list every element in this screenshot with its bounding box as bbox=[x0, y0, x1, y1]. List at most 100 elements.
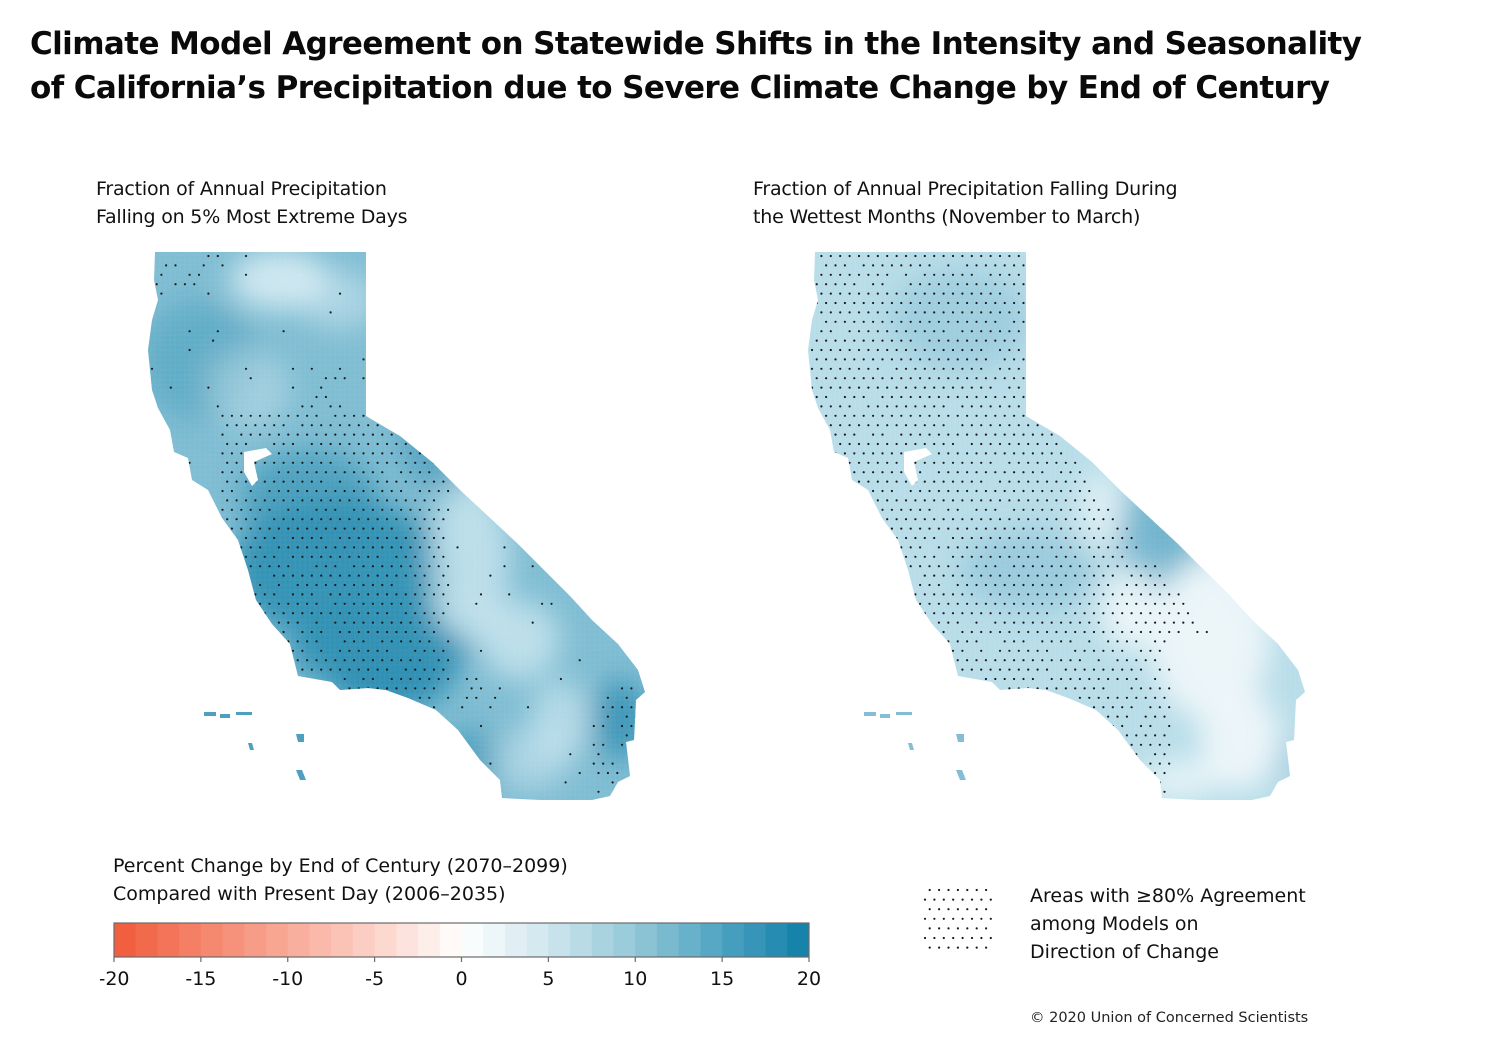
low-change-region bbox=[1100, 570, 1160, 650]
colorbar-segment bbox=[548, 923, 571, 957]
stipple-dot bbox=[933, 917, 936, 920]
low-change-region bbox=[210, 350, 290, 430]
stipple-dot bbox=[966, 927, 969, 930]
stipple-dot bbox=[947, 946, 950, 949]
stipple-dot bbox=[923, 898, 927, 901]
stipple-dot bbox=[942, 917, 945, 920]
stipple-dot bbox=[975, 946, 978, 949]
stipple-dot bbox=[975, 908, 978, 911]
stipple-dot bbox=[961, 898, 964, 901]
stipple-dot bbox=[928, 888, 931, 892]
right-panel-title-line-2: the Wettest Months (November to March) bbox=[753, 206, 1141, 228]
stipple-dot bbox=[970, 898, 974, 901]
stipple-dot bbox=[947, 888, 950, 892]
right-panel-title: Fraction of Annual Precipitation Falling… bbox=[753, 175, 1178, 231]
stipple-dot bbox=[938, 888, 941, 892]
colorbar-segment bbox=[331, 923, 354, 957]
stipple-dot bbox=[923, 917, 927, 920]
stipple-dot bbox=[970, 936, 974, 940]
colorbar-tick-label: 5 bbox=[542, 968, 554, 990]
colorbar-segment bbox=[114, 923, 137, 957]
bay-cutout bbox=[904, 448, 932, 486]
colorbar-tick-label: -5 bbox=[365, 968, 384, 990]
stipple-dot bbox=[938, 927, 941, 930]
colorbar-segment bbox=[309, 923, 332, 957]
colorbar-segment bbox=[135, 923, 158, 957]
stipple-dot bbox=[956, 908, 959, 911]
stipple-legend-line-1: Areas with ≥80% Agreement bbox=[1030, 885, 1306, 907]
channel-island bbox=[236, 712, 252, 715]
colorbar-segment bbox=[678, 923, 701, 957]
colorbar-tick-label: 20 bbox=[797, 968, 821, 990]
colorbar-tick-label: 0 bbox=[455, 968, 467, 990]
colorbar-segment bbox=[743, 923, 767, 957]
chart-title: Climate Model Agreement on Statewide Shi… bbox=[30, 22, 1480, 110]
high-change-region bbox=[240, 450, 380, 550]
colorbar-segment bbox=[222, 923, 245, 957]
stipple-dot bbox=[947, 908, 950, 911]
low-change-region bbox=[430, 480, 510, 640]
low-change-region bbox=[1200, 690, 1280, 790]
stipple-dot bbox=[938, 946, 941, 949]
colorbar-segment bbox=[483, 923, 506, 957]
colorbar-segment bbox=[722, 923, 745, 957]
channel-island bbox=[220, 714, 230, 718]
stipple-dot bbox=[989, 936, 992, 940]
stipple-dot bbox=[956, 946, 959, 949]
channel-island bbox=[296, 770, 306, 780]
stipple-legend-swatch bbox=[923, 888, 992, 949]
colorbar-segment bbox=[635, 923, 658, 957]
colorbar-segment bbox=[765, 923, 788, 957]
colorbar-segment bbox=[396, 923, 419, 957]
stipple-dot bbox=[980, 898, 983, 901]
colorbar-segment bbox=[352, 923, 376, 957]
high-change-region bbox=[960, 530, 1100, 610]
colorbar-segment bbox=[570, 923, 593, 957]
stipple-dot bbox=[989, 917, 992, 920]
stipple-dot bbox=[928, 946, 931, 949]
right-panel-title-line-1: Fraction of Annual Precipitation Falling… bbox=[753, 178, 1178, 200]
channel-island bbox=[956, 770, 966, 780]
wettest-months-map bbox=[808, 252, 1305, 800]
stipple-dot bbox=[933, 936, 936, 940]
low-change-region bbox=[490, 730, 570, 790]
colorbar-segment bbox=[461, 923, 484, 957]
stipple-dot bbox=[928, 927, 931, 930]
colorbar-segment bbox=[266, 923, 289, 957]
colorbar-segment bbox=[244, 923, 267, 957]
chart-title-line-1: Climate Model Agreement on Statewide Shi… bbox=[30, 26, 1362, 62]
stipple-dot bbox=[956, 927, 959, 930]
stipple-dot bbox=[980, 936, 983, 940]
bay-cutout bbox=[244, 448, 272, 486]
low-change-region bbox=[1080, 470, 1120, 550]
stipple-dot bbox=[966, 946, 969, 949]
colorbar-segment bbox=[526, 923, 549, 957]
stipple-dot bbox=[952, 917, 955, 920]
colorbar-segment bbox=[374, 923, 397, 957]
stipple-dot bbox=[966, 888, 969, 892]
stipple-dot bbox=[942, 898, 945, 901]
channel-island bbox=[896, 712, 912, 715]
colorbar-tick-label: 10 bbox=[623, 968, 647, 990]
colorbar-segment bbox=[504, 923, 528, 957]
high-change-region bbox=[890, 270, 1030, 370]
stipple-dot bbox=[961, 936, 964, 940]
stipple-dot bbox=[956, 888, 959, 892]
colorbar-segment bbox=[179, 923, 202, 957]
stipple-dot bbox=[970, 917, 974, 920]
channel-island bbox=[296, 734, 304, 742]
channel-island bbox=[864, 712, 876, 716]
stipple-dot bbox=[985, 927, 988, 930]
low-change-region bbox=[480, 600, 560, 680]
colorbar-segment bbox=[787, 923, 810, 957]
colorbar-segment bbox=[700, 923, 723, 957]
colorbar-title-line-1: Percent Change by End of Century (2070–2… bbox=[113, 855, 568, 877]
colorbar-segment bbox=[591, 923, 615, 957]
colorbar-tick-label: -20 bbox=[100, 968, 130, 990]
copyright-notice: © 2020 Union of Concerned Scientists bbox=[1030, 1010, 1309, 1026]
stipple-dot bbox=[975, 927, 978, 930]
left-panel-title-line-2: Falling on 5% Most Extreme Days bbox=[96, 206, 408, 228]
stipple-dot bbox=[952, 898, 955, 901]
chart-title-line-2: of California’s Precipitation due to Sev… bbox=[30, 70, 1330, 106]
colorbar-segment bbox=[613, 923, 636, 957]
